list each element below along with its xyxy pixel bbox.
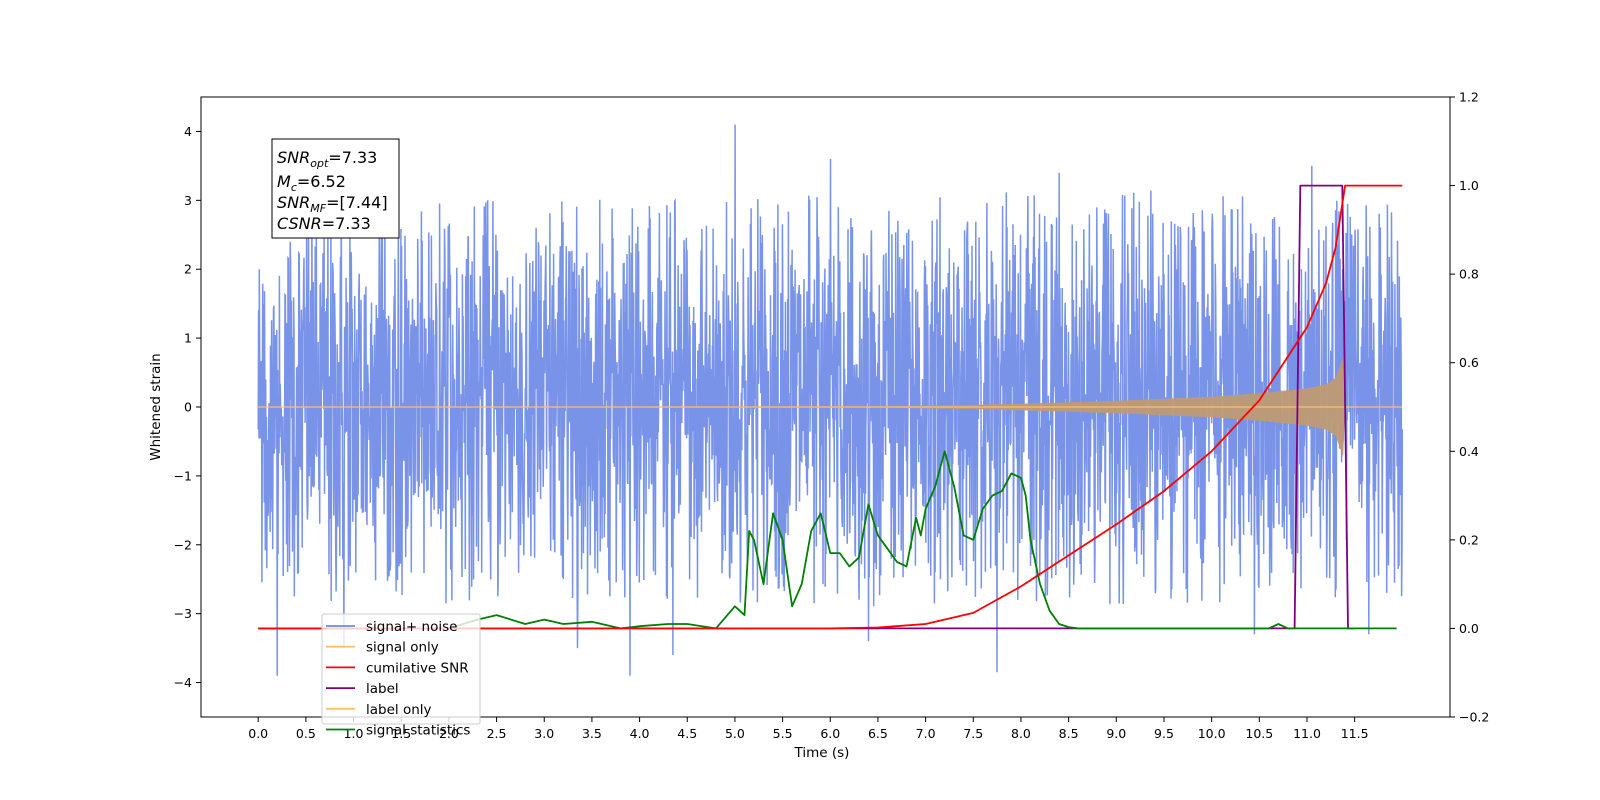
x-tick-label: 6.5 <box>868 726 888 741</box>
annotation-subscript: c <box>291 181 297 194</box>
y2-tick-label: 0.6 <box>1459 355 1479 370</box>
y-axis-left: −4 −3 −2 −1 0 1 2 3 4 <box>174 124 201 690</box>
annotation-frame <box>271 138 400 239</box>
series-layer <box>257 124 1404 676</box>
y-axis-right: −0.2 0.0 0.2 0.4 0.6 0.8 1.0 1.2 <box>1450 90 1489 725</box>
x-tick-label: 4.0 <box>630 726 650 741</box>
x-tick-label: 5.0 <box>725 726 745 741</box>
series-signal-statistics <box>258 450 1397 630</box>
y-tick-label: 3 <box>184 193 192 208</box>
legend-label: signal statistics <box>366 723 470 739</box>
x-tick-label: 10.0 <box>1198 726 1226 741</box>
annotation-subscript: opt <box>310 157 329 170</box>
annotation-line-snr-mf: SNRMF=[7.44] <box>277 193 388 215</box>
annotation-subscript: MF <box>310 202 326 215</box>
legend-label: signal only <box>366 640 439 656</box>
y-axis-title: Whitened strain <box>148 353 164 460</box>
x-axis-title: Time (s) <box>794 745 850 761</box>
y2-tick-label: 0.4 <box>1459 444 1479 459</box>
legend-frame <box>321 613 481 725</box>
x-tick-label: 11.0 <box>1293 726 1321 741</box>
x-tick-label: 10.5 <box>1245 726 1273 741</box>
annotation-value: =7.33 <box>328 148 377 167</box>
legend-label: signal+ noise <box>366 619 457 635</box>
x-axis: 0.0 0.5 1.0 1.5 2.0 2.5 3.0 3.5 4.0 4.5 5.0 5.5 6.0 6… <box>248 717 1369 741</box>
annotation-value: =7.33 <box>322 214 371 233</box>
x-tick-label: 6.0 <box>820 726 840 741</box>
x-tick-label: 0.0 <box>248 726 268 741</box>
y-tick-label: 1 <box>184 331 192 346</box>
x-tick-label: 1.5 <box>391 726 411 741</box>
x-tick-label: 3.0 <box>534 726 554 741</box>
x-tick-label: 8.0 <box>1011 726 1031 741</box>
x-tick-label: 9.5 <box>1154 726 1174 741</box>
y2-tick-label: −0.2 <box>1459 710 1489 725</box>
y-tick-label: −4 <box>174 675 192 690</box>
x-tick-label: 2.0 <box>439 726 459 741</box>
x-tick-label: 9.0 <box>1106 726 1126 741</box>
x-tick-label: 7.0 <box>916 726 936 741</box>
y2-tick-label: 0.2 <box>1459 532 1479 547</box>
annotation-line-csnr: CSNR=7.33 <box>277 214 371 233</box>
legend-label: cumilative SNR <box>366 660 469 676</box>
y-tick-label: −2 <box>174 537 192 552</box>
x-tick-label: 1.0 <box>344 726 364 741</box>
y2-tick-label: 0.0 <box>1459 621 1479 636</box>
annotation-symbol: SNR <box>277 193 310 212</box>
annotation-line-snr-opt: SNRopt=7.33 <box>277 148 377 170</box>
y2-tick-label: 1.0 <box>1459 178 1479 193</box>
stats-annotation: SNRopt=7.33 Mc=6.52 SNRMF=[7.44] CSNR=7.… <box>271 138 400 239</box>
annotation-value: =6.52 <box>297 172 346 191</box>
legend-label: label <box>366 681 399 697</box>
legend: signal+ noise signal only cumilative SNR la… <box>321 613 481 739</box>
y-tick-label: 4 <box>184 124 192 139</box>
y-tick-label: −1 <box>174 468 192 483</box>
series-cumulative-snr <box>258 184 1403 630</box>
y-tick-label: 2 <box>184 262 192 277</box>
x-tick-label: 7.5 <box>963 726 983 741</box>
x-tick-label: 2.5 <box>487 726 507 741</box>
y2-tick-label: 0.8 <box>1459 267 1479 282</box>
annotation-symbol: CSNR <box>277 214 322 233</box>
x-tick-label: 5.5 <box>773 726 793 741</box>
x-tick-label: 3.5 <box>582 726 602 741</box>
annotation-value: =[7.44] <box>326 193 388 212</box>
x-tick-label: 8.5 <box>1059 726 1079 741</box>
series-signal-noise <box>257 124 1404 676</box>
annotation-symbol: M <box>277 172 291 191</box>
x-tick-label: 11.5 <box>1341 726 1369 741</box>
x-tick-label: 0.5 <box>296 726 316 741</box>
y2-tick-label: 1.2 <box>1459 90 1479 105</box>
y-tick-label: −3 <box>174 606 192 621</box>
annotation-line-mc: Mc=6.52 <box>277 172 346 194</box>
legend-label: label only <box>366 702 432 718</box>
x-tick-label: 4.5 <box>677 726 697 741</box>
y-tick-label: 0 <box>184 400 192 415</box>
annotation-symbol: SNR <box>277 148 310 167</box>
